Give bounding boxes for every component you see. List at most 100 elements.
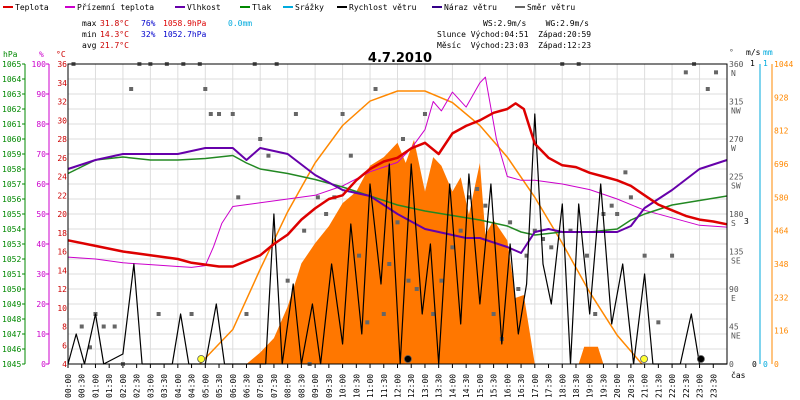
wind-direction-point bbox=[324, 212, 329, 216]
wind-direction-point bbox=[236, 195, 241, 200]
wind-direction-point bbox=[609, 203, 614, 208]
axis-hpa-tick: 1059 bbox=[2, 150, 21, 159]
wind-direction-point bbox=[670, 253, 675, 258]
wind-direction-point bbox=[541, 237, 546, 241]
axis-x-tick: 05:30 bbox=[215, 374, 224, 398]
legend-label: Přízemní teplota bbox=[77, 3, 154, 12]
axis-mm-tick: 1 bbox=[763, 59, 768, 68]
axis-degc-tick: 12 bbox=[57, 285, 67, 294]
axis-mm-tick: 0 bbox=[763, 360, 768, 369]
wind-direction-point bbox=[112, 324, 117, 329]
wind-direction-point bbox=[258, 137, 263, 141]
stat-min-label: min bbox=[82, 30, 97, 39]
info-block: WS:2.9m/s WG:2.9m/s Slunce Východ:04:51 … bbox=[437, 19, 591, 50]
series-line-teplota bbox=[67, 102, 728, 268]
axis-x-tick: 07:30 bbox=[270, 374, 279, 398]
axis-wm2-tick: 812 bbox=[774, 127, 789, 136]
series-line-vlhkost bbox=[67, 147, 728, 254]
axis-dir-tick: 225 bbox=[729, 173, 744, 182]
stat-max-rain: 0.0mm bbox=[228, 19, 252, 28]
sunrise-marker bbox=[197, 355, 206, 363]
axis-dir-compass: SW bbox=[731, 182, 741, 191]
axis-x-tick: 00:00 bbox=[64, 374, 73, 398]
wind-direction-point bbox=[656, 320, 661, 325]
axis-degc-tick: 10 bbox=[57, 304, 67, 313]
axis-x-tick: 17:30 bbox=[545, 374, 554, 398]
axis-wm2-tick: 464 bbox=[774, 227, 789, 236]
axis-degc-tick: 6 bbox=[62, 341, 67, 350]
axis-x-tick: 21:00 bbox=[641, 374, 650, 398]
stat-min-press: 1052.7hPa bbox=[163, 30, 207, 39]
axis-degc-tick: 24 bbox=[57, 173, 67, 182]
axis-hpa-tick: 1061 bbox=[2, 120, 21, 129]
wind-direction-point bbox=[381, 312, 386, 316]
wind-direction-point bbox=[705, 87, 710, 91]
axis-pct-tick: 70 bbox=[36, 150, 46, 159]
stat-max-temp: 31.8°C bbox=[100, 19, 129, 28]
wind-direction-point bbox=[549, 245, 554, 250]
wind-direction-point bbox=[414, 287, 419, 291]
axis-pct-tick: 10 bbox=[36, 330, 46, 339]
wind-direction-point bbox=[129, 87, 134, 91]
axis-x-label: čas bbox=[731, 370, 746, 380]
axis-wm2-tick: 1044 bbox=[774, 60, 793, 69]
axis-hpa-tick: 1062 bbox=[2, 105, 21, 114]
axis-pct-tick: 100 bbox=[32, 60, 47, 69]
axis-x-tick: 23:30 bbox=[709, 374, 718, 398]
axis-x-tick: 03:00 bbox=[146, 374, 155, 398]
wind-direction-point bbox=[458, 228, 463, 233]
axis-pct-tick: 0 bbox=[41, 360, 46, 369]
axis-dir-tick: 180 bbox=[729, 210, 744, 219]
axis-pct-tick: 50 bbox=[36, 210, 46, 219]
axis-x-tick: 12:00 bbox=[394, 374, 403, 398]
wind-direction-point bbox=[357, 253, 362, 258]
wind-direction-point bbox=[450, 245, 455, 250]
wind-direction-point bbox=[532, 228, 537, 233]
axis-hpa-tick: 1053 bbox=[2, 240, 21, 249]
axis-degc-tick: 22 bbox=[57, 191, 67, 200]
axis-x-tick: 02:30 bbox=[133, 374, 142, 398]
axis-dir-tick: 270 bbox=[729, 135, 744, 144]
axis-x-tick: 09:00 bbox=[311, 374, 320, 398]
axis-wm2-tick: 696 bbox=[774, 160, 789, 169]
wind-direction-point bbox=[189, 312, 194, 316]
axes: hPa% °C1065106410631062106110601059105810… bbox=[2, 48, 793, 398]
legend: Teplota Přízemní teplota Vlhkost Tlak Srážky… bbox=[3, 3, 575, 12]
legend-label: Směr větru bbox=[527, 3, 575, 12]
axis-dir-tick: 90 bbox=[729, 285, 739, 294]
stat-max-press: 1058.9hPa bbox=[163, 19, 207, 28]
axis-x-tick: 14:30 bbox=[462, 374, 471, 398]
wind-direction-point bbox=[302, 228, 307, 233]
axis-x-tick: 08:30 bbox=[297, 374, 306, 398]
axis-degc-tick: 36 bbox=[57, 60, 67, 69]
legend-label: Tlak bbox=[252, 3, 271, 12]
axis-x-tick: 10:30 bbox=[352, 374, 361, 398]
wind-direction-point bbox=[491, 312, 496, 316]
axis-x-tick: 06:30 bbox=[242, 374, 251, 398]
axis-wm2-tick: 348 bbox=[774, 260, 789, 269]
axis-degc-tick: 16 bbox=[57, 248, 67, 257]
axis-x-tick: 14:00 bbox=[448, 374, 457, 398]
axis-x-tick: 16:00 bbox=[503, 374, 512, 398]
wind-direction-point bbox=[628, 195, 633, 200]
wind-direction-point bbox=[623, 170, 628, 175]
axis-hpa-tick: 1050 bbox=[2, 285, 21, 294]
axis-x-tick: 18:00 bbox=[558, 374, 567, 398]
solar-measured-area bbox=[246, 139, 604, 364]
legend-label: Rychlost větru bbox=[349, 3, 417, 12]
axis-degc-tick: 30 bbox=[57, 116, 67, 125]
axis-dir-compass: NE bbox=[731, 332, 741, 341]
wind-direction-point bbox=[439, 278, 444, 283]
axis-dir-tick: 360 bbox=[729, 60, 744, 69]
wind-direction-point bbox=[79, 324, 84, 329]
wind-direction-point bbox=[406, 278, 411, 283]
wind-direction-point bbox=[466, 195, 471, 200]
moonset-marker bbox=[404, 355, 412, 363]
axis-x-tick: 22:30 bbox=[682, 374, 691, 398]
axis-x-tick: 06:00 bbox=[229, 374, 238, 398]
axis-dir-tick: 135 bbox=[729, 248, 744, 257]
axis-x-tick: 20:00 bbox=[613, 374, 622, 398]
wind-direction-point bbox=[101, 324, 106, 329]
axis-x-tick: 10:00 bbox=[339, 374, 348, 398]
